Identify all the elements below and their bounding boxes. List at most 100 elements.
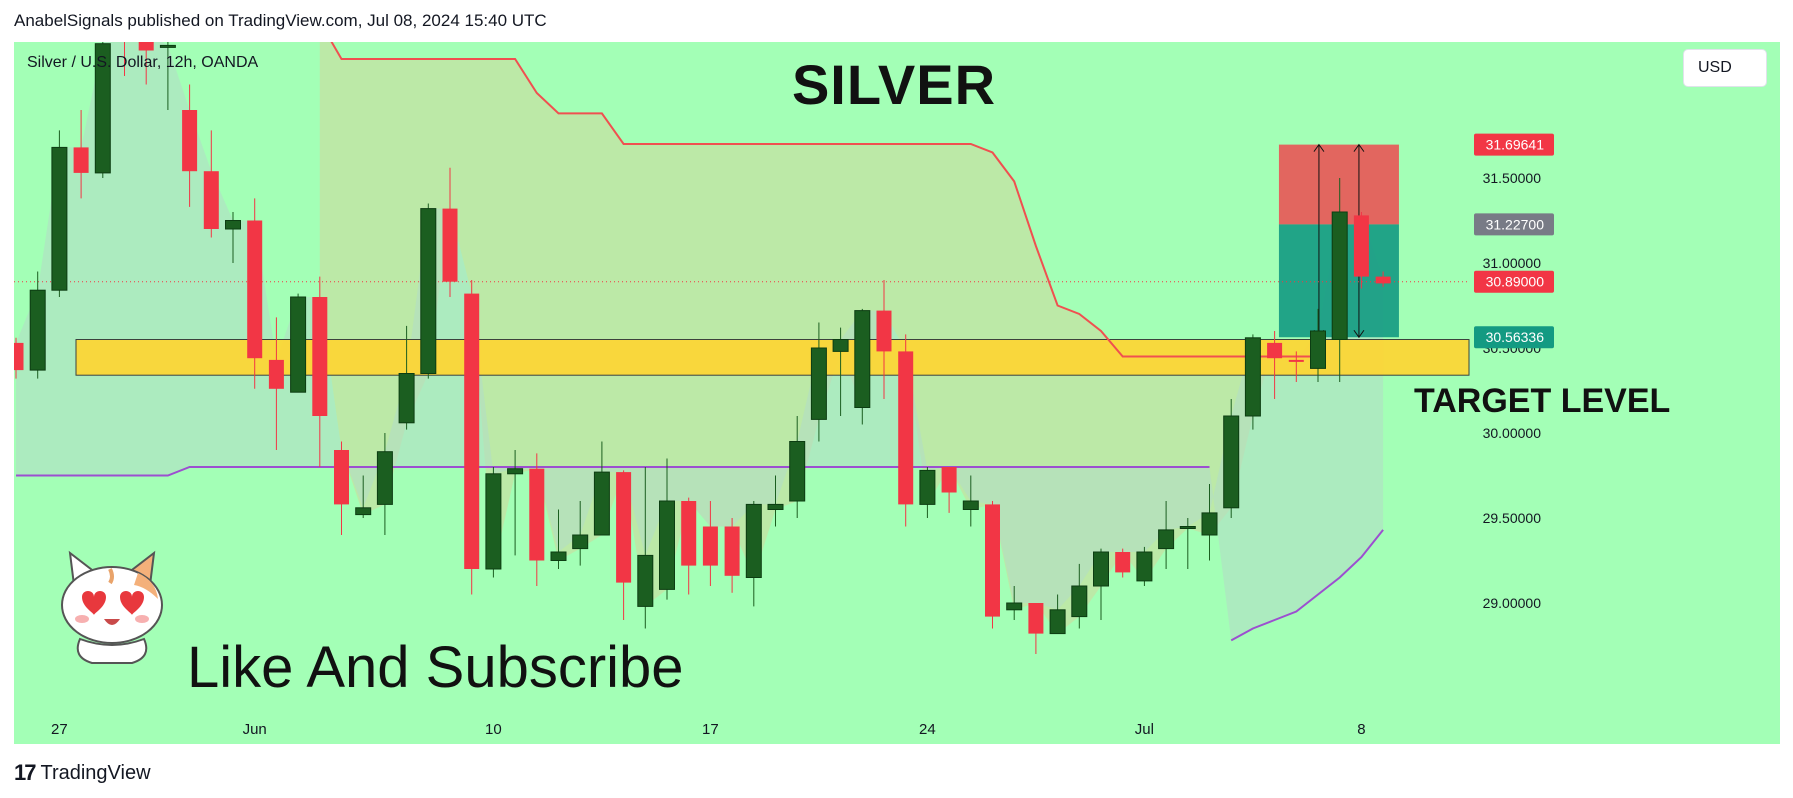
arrow-head-top-0	[1313, 143, 1325, 152]
candle-body	[1267, 342, 1283, 359]
candle-body	[876, 310, 892, 352]
price-label-bg	[1474, 270, 1554, 293]
x-tick-label: Jun	[243, 721, 267, 738]
candle-body	[355, 507, 372, 516]
candle-body	[1244, 337, 1261, 417]
candle-body	[1093, 551, 1109, 587]
candle-body	[14, 342, 24, 371]
candle-body	[1006, 602, 1023, 611]
candle-body	[919, 469, 936, 505]
candle-body	[985, 504, 1000, 617]
candle-body	[507, 468, 524, 475]
candle-body	[832, 339, 849, 352]
candle-body	[1028, 603, 1044, 634]
candle-body	[290, 296, 307, 393]
chart-title: SILVER	[791, 53, 997, 116]
candle-body	[1223, 415, 1240, 509]
candle-body	[1071, 585, 1088, 618]
candle-body	[767, 503, 784, 510]
candle-body	[420, 208, 437, 374]
footer-brand[interactable]: 17 TradingView	[14, 760, 151, 786]
chart-area[interactable]: 29.0000029.5000030.0000030.5000031.00000…	[14, 42, 1780, 744]
x-tick-label: Jul	[1135, 721, 1154, 738]
y-tick-label: 29.50000	[1483, 510, 1542, 526]
candle-body	[182, 110, 198, 172]
candle-body	[1201, 512, 1218, 536]
candle-body	[138, 42, 154, 51]
candle-body	[1331, 211, 1348, 340]
price-label-bg	[1474, 326, 1554, 349]
tv-logo-icon: 17	[14, 760, 37, 785]
candle-body	[550, 551, 567, 561]
candle-body	[724, 526, 740, 576]
candle-body	[268, 359, 284, 389]
x-tick-label: 8	[1357, 721, 1365, 738]
candle-body	[572, 534, 589, 550]
candle-body	[485, 473, 502, 570]
like-subscribe-text: Like And Subscribe	[187, 635, 684, 700]
upper-band-line	[330, 42, 1318, 358]
candle-body	[529, 468, 545, 561]
target-level-label: TARGET LEVEL	[1414, 382, 1671, 420]
price-chart[interactable]: 29.0000029.5000030.0000030.5000031.00000…	[14, 42, 1780, 744]
y-tick-label: 31.00000	[1483, 255, 1542, 271]
candle-body	[1375, 276, 1391, 284]
price-label: 31.22700	[1486, 216, 1545, 232]
candle-body	[398, 373, 415, 424]
candle-body	[962, 500, 979, 510]
y-tick-label: 31.50000	[1483, 170, 1542, 186]
candle-body	[225, 220, 241, 230]
arrow-head-top-1	[1353, 143, 1365, 152]
brand-name: TradingView	[40, 761, 151, 784]
candle-body	[51, 146, 68, 291]
price-label: 30.89000	[1486, 274, 1545, 290]
currency-button[interactable]: USD	[1684, 50, 1766, 86]
candle-body	[334, 450, 349, 505]
candle-body	[702, 526, 718, 566]
candle-body	[659, 500, 675, 590]
candle-body	[94, 43, 111, 174]
candle-body	[810, 347, 827, 420]
symbol-label: Silver / U.S. Dollar, 12h, OANDA	[27, 54, 259, 71]
candle-body	[681, 501, 697, 566]
candle-body	[1049, 609, 1066, 635]
candle-body	[854, 310, 871, 409]
x-tick-label: 17	[702, 721, 719, 738]
x-tick-label: 24	[919, 721, 936, 738]
candle-body	[789, 441, 806, 502]
candle-body	[1288, 359, 1304, 362]
candle-body	[941, 467, 957, 493]
price-label-bg	[1474, 213, 1554, 236]
candle-body	[376, 451, 393, 505]
price-label: 31.69641	[1486, 137, 1545, 153]
candle-body	[1179, 526, 1196, 529]
candle-body	[464, 293, 480, 569]
publisher-header: AnabelSignals published on TradingView.c…	[14, 11, 547, 30]
candle-body	[1136, 551, 1153, 582]
candle-body	[442, 208, 458, 282]
candle-body	[1158, 529, 1175, 550]
candle-body	[1353, 215, 1369, 277]
candle-body	[898, 351, 914, 505]
x-tick-label: 10	[485, 721, 502, 738]
arrow-head-bottom-1	[1353, 329, 1365, 339]
candle-body	[203, 171, 219, 229]
stop-loss-box	[1278, 144, 1399, 225]
lower-band-line	[16, 466, 1384, 642]
lower-band-fill	[16, 42, 1384, 641]
x-tick-label: 27	[51, 721, 68, 738]
candle-body	[593, 471, 610, 536]
y-tick-label: 30.00000	[1483, 425, 1542, 441]
candle-body	[1310, 330, 1326, 369]
candle-body	[29, 289, 46, 371]
candle-body	[616, 472, 632, 583]
candle-body	[247, 220, 263, 359]
candle-body	[159, 44, 176, 48]
price-label-bg	[1474, 133, 1554, 156]
candle-body	[637, 554, 654, 607]
candle-body	[1115, 552, 1131, 573]
cat-heart-eyes-icon	[61, 550, 163, 664]
candle-body	[312, 297, 328, 416]
candle-body	[73, 147, 89, 173]
candle-body	[745, 503, 762, 578]
